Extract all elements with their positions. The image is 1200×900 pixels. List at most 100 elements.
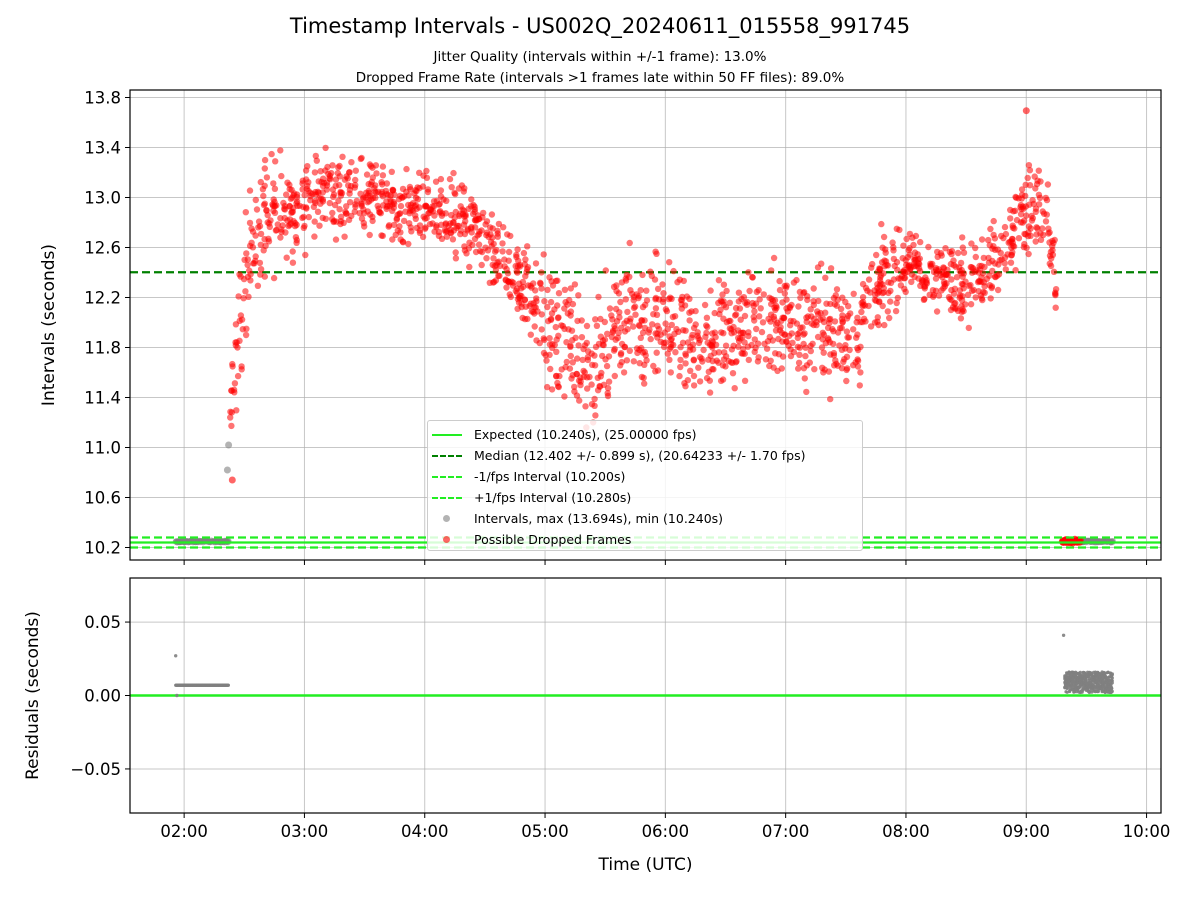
- dropped-frame-point: [540, 335, 547, 342]
- dropped-frame-point: [951, 285, 959, 292]
- dropped-frame-point: [822, 274, 829, 281]
- dropped-frame-point: [757, 305, 764, 312]
- residual-point: [1110, 689, 1114, 694]
- dropped-frame-point: [376, 208, 383, 216]
- dropped-frame-point: [662, 339, 669, 346]
- dropped-frame-point: [591, 362, 599, 369]
- top-y-tick-label: 13.4: [84, 139, 121, 158]
- dropped-frame-point: [769, 337, 776, 344]
- dropped-frame-point: [797, 294, 804, 302]
- dropped-frame-point: [437, 187, 445, 194]
- dropped-frame-point: [706, 389, 714, 396]
- dropped-frame-point: [873, 251, 880, 259]
- dropped-frame-point: [272, 227, 280, 234]
- dropped-frame-point: [265, 238, 273, 245]
- dropped-frame-point: [555, 290, 563, 297]
- dropped-frame-point: [750, 302, 757, 309]
- dropped-frame-point: [894, 294, 901, 302]
- dropped-frame-point: [795, 359, 803, 366]
- dropped-frame-point: [793, 276, 800, 284]
- dropped-frame-point: [899, 255, 906, 262]
- dropped-frame-point: [768, 267, 775, 274]
- dropped-frame-point: [725, 317, 733, 325]
- dropped-frame-point: [789, 339, 796, 346]
- legend-label-expected: Expected (10.240s), (25.00000 fps): [474, 427, 697, 442]
- dropped-frame-point: [660, 290, 667, 297]
- dropped-frame-point: [337, 192, 345, 199]
- dropped-frame-point: [490, 279, 497, 286]
- dropped-frame-point: [604, 384, 612, 392]
- dropped-frame-point: [753, 325, 760, 333]
- dropped-frame-point: [548, 386, 556, 393]
- dropped-frame-point: [606, 305, 614, 312]
- dropped-frame-point: [420, 172, 427, 179]
- dropped-frame-point: [1028, 217, 1036, 224]
- dropped-frame-point: [602, 267, 609, 274]
- dropped-frame-point: [248, 239, 255, 246]
- dropped-frame-point: [379, 232, 386, 240]
- dropped-frame-point: [554, 302, 561, 309]
- dropped-frame-point: [761, 340, 768, 347]
- dropped-frame-point: [914, 262, 921, 269]
- dropped-frame-point: [328, 215, 336, 223]
- dropped-frame-point: [838, 365, 846, 372]
- dropped-frame-point: [834, 329, 842, 336]
- dropped-frame-point: [981, 283, 988, 290]
- residual-point: [1110, 686, 1114, 691]
- dropped-frame-point: [818, 344, 826, 351]
- dropped-frame-point: [774, 319, 781, 326]
- dropped-frame-point: [257, 230, 265, 238]
- dropped-frame-point: [857, 343, 864, 350]
- dropped-frame-point: [450, 169, 457, 177]
- dropped-frame-point: [372, 182, 379, 189]
- dropped-frame-point: [715, 277, 723, 284]
- dropped-frame-point: [611, 345, 618, 353]
- dropped-frame-point: [237, 273, 244, 280]
- dropped-frame-point: [768, 300, 775, 308]
- dropped-frame-point: [263, 206, 270, 214]
- dropped-frame-point: [1025, 223, 1033, 230]
- dropped-frame-point: [379, 172, 387, 179]
- dropped-frame-point: [756, 313, 763, 320]
- dropped-frame-point: [690, 324, 698, 332]
- dropped-frame-point: [950, 290, 958, 297]
- dropped-frame-point: [236, 317, 243, 325]
- dropped-frame-point: [726, 325, 734, 332]
- dropped-frame-point: [652, 330, 659, 337]
- dropped-frame-point: [400, 217, 408, 225]
- dropped-frame-point: [682, 383, 689, 390]
- dropped-frame-point: [965, 324, 972, 332]
- dropped-frame-point: [432, 178, 440, 185]
- dropped-frame-point: [990, 217, 997, 225]
- dropped-frame-point: [317, 168, 324, 175]
- dropped-frame-point: [538, 269, 545, 276]
- dropped-frame-point: [598, 369, 605, 377]
- dropped-frame-point: [774, 367, 781, 375]
- dropped-frame-point: [583, 374, 591, 381]
- dropped-frame-point: [428, 206, 435, 214]
- dropped-frame-point: [1018, 205, 1025, 213]
- dropped-frame-point: [664, 325, 671, 333]
- legend-item-plus-fps: +1/fps Interval (10.280s): [428, 488, 864, 508]
- dropped-frame-point: [613, 282, 620, 289]
- dropped-frame-point: [914, 251, 921, 258]
- dropped-frame-point: [1046, 229, 1053, 236]
- dropped-frame-point: [469, 210, 477, 218]
- dropped-frame-point: [808, 320, 815, 327]
- dropped-frame-point: [429, 220, 436, 227]
- residual-point: [1063, 682, 1067, 687]
- dropped-frame-point: [583, 322, 591, 330]
- dropped-frame-point: [452, 249, 459, 256]
- dropped-frame-point: [992, 246, 999, 253]
- dropped-frame-point: [593, 322, 601, 329]
- dropped-frame-point: [783, 338, 790, 345]
- dropped-frame-point: [722, 304, 730, 311]
- dropped-frame-point: [235, 293, 242, 300]
- dropped-frame-point: [351, 208, 358, 215]
- dropped-frame-point: [1052, 304, 1059, 311]
- dropped-frame-point: [340, 219, 347, 226]
- dropped-frame-point: [958, 297, 966, 304]
- dropped-frame-point: [614, 334, 621, 341]
- dropped-frame-point: [741, 312, 749, 320]
- dropped-frame-point: [255, 224, 262, 231]
